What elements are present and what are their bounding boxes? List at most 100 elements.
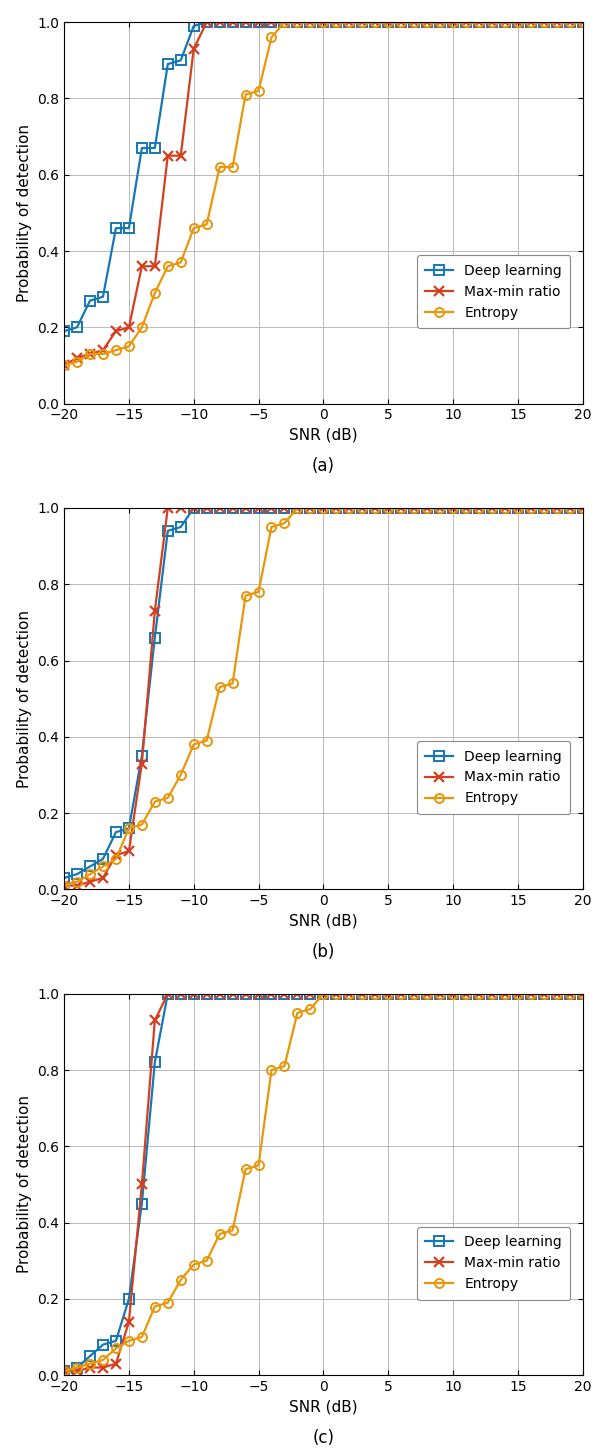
Max-min ratio bbox=[410, 986, 418, 1003]
Entropy bbox=[475, 986, 483, 1003]
Max-min ratio bbox=[475, 499, 483, 517]
Deep learning bbox=[306, 499, 314, 517]
Entropy bbox=[164, 258, 171, 275]
Max-min ratio bbox=[553, 499, 561, 517]
Deep learning bbox=[203, 13, 210, 31]
Entropy bbox=[423, 499, 430, 517]
Max-min ratio bbox=[268, 499, 275, 517]
Entropy bbox=[553, 986, 561, 1003]
Entropy bbox=[345, 986, 353, 1003]
Deep learning bbox=[475, 13, 483, 31]
Deep learning bbox=[527, 499, 534, 517]
Max-min ratio bbox=[112, 846, 120, 863]
Entropy bbox=[86, 345, 94, 363]
Deep learning bbox=[74, 319, 81, 336]
Max-min ratio bbox=[229, 986, 237, 1003]
Max-min ratio bbox=[579, 13, 586, 31]
Max-min ratio bbox=[437, 13, 444, 31]
Max-min ratio bbox=[60, 877, 67, 894]
Deep learning bbox=[190, 17, 198, 35]
Max-min ratio bbox=[74, 877, 81, 894]
Deep learning bbox=[359, 13, 366, 31]
Deep learning bbox=[437, 986, 444, 1003]
Deep learning bbox=[203, 986, 210, 1003]
Entropy bbox=[398, 13, 405, 31]
Deep learning bbox=[579, 986, 586, 1003]
Max-min ratio bbox=[112, 1356, 120, 1373]
Max-min ratio bbox=[86, 874, 94, 891]
Max-min ratio bbox=[398, 986, 405, 1003]
Entropy bbox=[527, 13, 534, 31]
Entropy bbox=[345, 13, 353, 31]
X-axis label: SNR (dB): SNR (dB) bbox=[289, 1399, 358, 1415]
Deep learning bbox=[384, 499, 392, 517]
Entropy bbox=[501, 499, 508, 517]
Text: (c): (c) bbox=[313, 1428, 334, 1447]
Entropy bbox=[125, 338, 133, 355]
Max-min ratio bbox=[514, 986, 522, 1003]
Max-min ratio bbox=[306, 13, 314, 31]
Entropy bbox=[345, 499, 353, 517]
Max-min ratio bbox=[216, 499, 223, 517]
Entropy bbox=[164, 789, 171, 807]
Max-min ratio bbox=[501, 499, 508, 517]
Deep learning bbox=[371, 13, 379, 31]
Entropy bbox=[462, 499, 469, 517]
Deep learning bbox=[177, 518, 184, 536]
Deep learning bbox=[423, 986, 430, 1003]
Max-min ratio bbox=[437, 499, 444, 517]
Max-min ratio bbox=[423, 13, 430, 31]
Max-min ratio bbox=[540, 499, 547, 517]
Line: Deep learning: Deep learning bbox=[60, 17, 587, 336]
Max-min ratio bbox=[203, 499, 210, 517]
Deep learning bbox=[138, 140, 145, 157]
Entropy bbox=[60, 357, 67, 374]
Max-min ratio bbox=[384, 13, 392, 31]
Entropy bbox=[112, 342, 120, 360]
Max-min ratio bbox=[333, 986, 340, 1003]
Entropy bbox=[242, 86, 249, 103]
Max-min ratio bbox=[151, 258, 159, 275]
Entropy bbox=[164, 1294, 171, 1312]
Entropy bbox=[410, 499, 418, 517]
Max-min ratio bbox=[371, 986, 379, 1003]
Y-axis label: Probability of detection: Probability of detection bbox=[16, 1095, 32, 1274]
Entropy bbox=[74, 1358, 81, 1376]
Entropy bbox=[60, 1363, 67, 1380]
Max-min ratio bbox=[423, 499, 430, 517]
Max-min ratio bbox=[371, 13, 379, 31]
Entropy bbox=[462, 13, 469, 31]
Max-min ratio bbox=[320, 499, 327, 517]
Entropy bbox=[151, 1297, 159, 1315]
Deep learning bbox=[99, 1337, 106, 1354]
Max-min ratio bbox=[190, 986, 198, 1003]
Entropy bbox=[527, 499, 534, 517]
Entropy bbox=[384, 499, 392, 517]
Deep learning bbox=[566, 986, 573, 1003]
Y-axis label: Probability of detection: Probability of detection bbox=[16, 610, 32, 788]
Max-min ratio bbox=[177, 147, 184, 165]
Y-axis label: Probability of detection: Probability of detection bbox=[16, 124, 32, 301]
Entropy bbox=[371, 13, 379, 31]
Entropy bbox=[398, 499, 405, 517]
Entropy bbox=[138, 1328, 145, 1345]
Deep learning bbox=[294, 13, 301, 31]
Max-min ratio bbox=[566, 499, 573, 517]
Deep learning bbox=[333, 499, 340, 517]
Deep learning bbox=[359, 499, 366, 517]
Max-min ratio bbox=[242, 13, 249, 31]
Deep learning bbox=[242, 13, 249, 31]
Entropy bbox=[359, 13, 366, 31]
Deep learning bbox=[229, 13, 237, 31]
Entropy bbox=[268, 29, 275, 47]
Entropy bbox=[216, 678, 223, 696]
Max-min ratio bbox=[255, 13, 262, 31]
Deep learning bbox=[306, 986, 314, 1003]
X-axis label: SNR (dB): SNR (dB) bbox=[289, 428, 358, 443]
Deep learning bbox=[125, 220, 133, 237]
Deep learning bbox=[255, 986, 262, 1003]
Max-min ratio bbox=[333, 499, 340, 517]
Deep learning bbox=[462, 986, 469, 1003]
Deep learning bbox=[462, 499, 469, 517]
Entropy bbox=[579, 499, 586, 517]
